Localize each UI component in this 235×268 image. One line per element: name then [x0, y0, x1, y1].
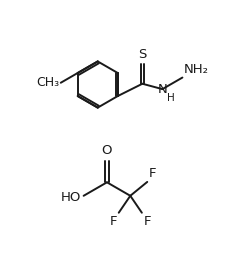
Text: CH₃: CH₃ — [36, 76, 59, 89]
Text: S: S — [138, 48, 147, 61]
Text: F: F — [110, 215, 117, 228]
Text: NH₂: NH₂ — [184, 63, 209, 76]
Text: F: F — [143, 215, 151, 228]
Text: N: N — [157, 83, 167, 96]
Text: O: O — [102, 144, 112, 157]
Text: H: H — [167, 93, 174, 103]
Text: F: F — [149, 168, 156, 180]
Text: HO: HO — [61, 191, 81, 204]
